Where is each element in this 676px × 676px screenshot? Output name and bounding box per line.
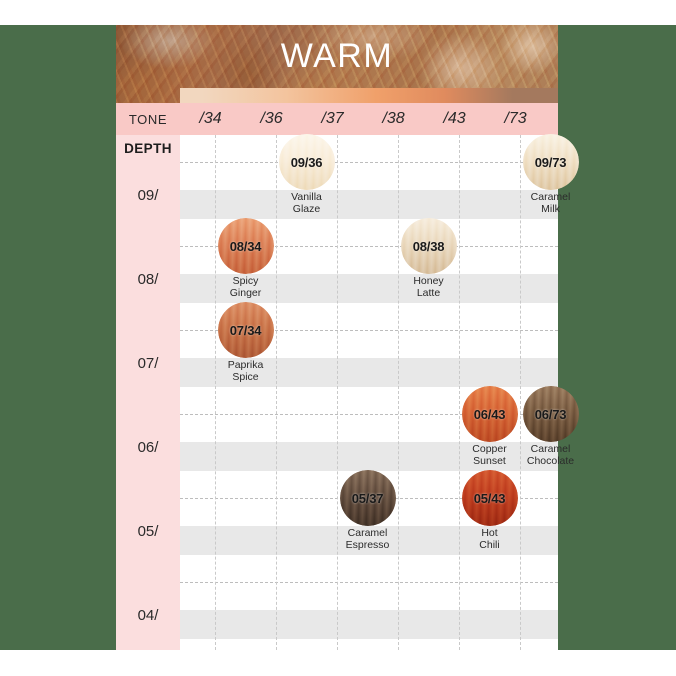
swatch-name-line2: Espresso bbox=[345, 538, 390, 551]
swatch-name-line2: Milk bbox=[541, 202, 560, 215]
swatch-name-line2: Sunset bbox=[473, 454, 506, 467]
grid-vline bbox=[337, 135, 338, 650]
hair-strand-texture bbox=[400, 218, 457, 274]
row-guideline bbox=[180, 582, 558, 583]
chart-panel: WARM TONE /34 /36 /37 /38 /43 /73 DEPTH … bbox=[116, 25, 579, 650]
grid-row-cells bbox=[180, 135, 558, 190]
shade-grid: 09/36 Vanilla Glaze 09/73 Caramel Milk 08/34 Sp… bbox=[180, 134, 579, 650]
grid-row-name-band bbox=[180, 610, 558, 639]
swatch-name-line1: Honey bbox=[413, 275, 444, 287]
swatch-code-label: 05/37 bbox=[351, 490, 384, 506]
depth-row-2[interactable]: 07/ bbox=[137, 355, 159, 372]
swatch-name-label: Spicy Ginger bbox=[196, 275, 296, 299]
swatch-code-label: 09/73 bbox=[534, 154, 567, 170]
hair-strand-texture bbox=[461, 386, 518, 442]
swatch-name-line2: Chocolate bbox=[526, 454, 575, 467]
grid-vline bbox=[398, 135, 399, 650]
depth-row-1[interactable]: 08/ bbox=[137, 271, 159, 288]
swatch-name-line1: Caramel bbox=[347, 527, 388, 539]
swatch-name-line2: Latte bbox=[416, 286, 441, 299]
row-guideline bbox=[180, 330, 558, 331]
swatch-name-line2: Chili bbox=[479, 538, 500, 551]
swatch-code-label: 08/38 bbox=[412, 238, 445, 254]
depth-row-4[interactable]: 05/ bbox=[137, 523, 159, 540]
tone-header-row: TONE /34 /36 /37 /38 /43 /73 bbox=[116, 103, 558, 135]
tone-column-5[interactable]: /73 bbox=[504, 110, 527, 127]
grid-row-04 bbox=[180, 555, 558, 639]
swatch-code-label: 08/34 bbox=[229, 238, 262, 254]
tone-gradient-strip bbox=[180, 88, 558, 103]
grid-vline bbox=[459, 135, 460, 650]
grid-row-09 bbox=[180, 135, 558, 219]
depth-row-5[interactable]: 04/ bbox=[137, 607, 159, 624]
depth-row-3[interactable]: 06/ bbox=[137, 439, 159, 456]
swatch-name-label: Honey Latte bbox=[379, 275, 479, 299]
swatch-name-label: Paprika Spice bbox=[196, 359, 296, 383]
swatch-name-label: Copper Sunset bbox=[440, 443, 540, 467]
grid-row-cells bbox=[180, 555, 558, 610]
shade-swatch-09-36[interactable]: 09/36 bbox=[278, 134, 335, 190]
tone-header-label: TONE bbox=[128, 111, 168, 127]
grid-row-name-band bbox=[180, 274, 558, 303]
hair-strand-texture bbox=[339, 470, 396, 526]
swatch-name-label: Caramel Espresso bbox=[318, 527, 418, 551]
shade-swatch-05-37[interactable]: 05/37 bbox=[339, 470, 396, 526]
swatch-name-line2: Spice bbox=[232, 370, 259, 383]
tone-column-2[interactable]: /37 bbox=[321, 110, 344, 127]
depth-column: DEPTH 09/ 08/ 07/ 06/ 05/ 04/ bbox=[116, 135, 180, 650]
grid-row-name-band bbox=[180, 358, 558, 387]
shade-swatch-07-34[interactable]: 07/34 bbox=[217, 302, 274, 358]
hair-strand-texture bbox=[522, 134, 579, 190]
swatch-code-label: 07/34 bbox=[229, 322, 262, 338]
depth-row-0[interactable]: 09/ bbox=[137, 187, 159, 204]
swatch-name-line2: Ginger bbox=[229, 286, 262, 299]
swatch-code-label: 06/73 bbox=[534, 406, 567, 422]
swatch-name-line1: Hot bbox=[481, 527, 498, 539]
swatch-name-line1: Copper bbox=[472, 443, 507, 455]
swatch-name-label: Caramel Chocolate bbox=[501, 443, 601, 467]
hair-strand-texture bbox=[217, 302, 274, 358]
shade-swatch-05-43[interactable]: 05/43 bbox=[461, 470, 518, 526]
grid-vline bbox=[520, 135, 521, 650]
shade-swatch-09-73[interactable]: 09/73 bbox=[522, 134, 579, 190]
grid-row-name-band bbox=[180, 526, 558, 555]
shade-swatch-06-73[interactable]: 06/73 bbox=[522, 386, 579, 442]
swatch-name-label: Hot Chili bbox=[440, 527, 540, 551]
grid-row-name-band bbox=[180, 442, 558, 471]
swatch-name-line1: Vanilla bbox=[291, 191, 322, 203]
row-guideline bbox=[180, 162, 558, 163]
swatch-name-line1: Caramel bbox=[530, 191, 571, 203]
row-guideline bbox=[180, 414, 558, 415]
tone-column-4[interactable]: /43 bbox=[443, 110, 466, 127]
hair-strand-texture bbox=[461, 470, 518, 526]
swatch-name-line1: Paprika bbox=[227, 359, 264, 371]
page-title: WARM bbox=[280, 37, 394, 75]
swatch-name-line1: Caramel bbox=[530, 443, 571, 455]
tone-column-1[interactable]: /36 bbox=[260, 110, 283, 127]
swatch-code-label: 05/43 bbox=[473, 490, 506, 506]
swatch-name-label: Caramel Milk bbox=[501, 191, 601, 215]
depth-header-label: DEPTH bbox=[124, 141, 172, 156]
grid-vline bbox=[276, 135, 277, 650]
hair-strand-texture bbox=[522, 386, 579, 442]
swatch-name-line1: Spicy bbox=[232, 275, 259, 287]
shade-swatch-06-43[interactable]: 06/43 bbox=[461, 386, 518, 442]
hair-strand-texture bbox=[278, 134, 335, 190]
shade-swatch-08-38[interactable]: 08/38 bbox=[400, 218, 457, 274]
swatch-name-line2: Glaze bbox=[292, 202, 321, 215]
grid-row-name-band bbox=[180, 190, 558, 219]
row-guideline bbox=[180, 246, 558, 247]
tone-column-0[interactable]: /34 bbox=[199, 110, 222, 127]
hair-strand-texture bbox=[217, 218, 274, 274]
tone-column-3[interactable]: /38 bbox=[382, 110, 405, 127]
swatch-name-label: Vanilla Glaze bbox=[257, 191, 357, 215]
swatch-code-label: 09/36 bbox=[290, 154, 323, 170]
grid-vline bbox=[215, 135, 216, 650]
shade-swatch-08-34[interactable]: 08/34 bbox=[217, 218, 274, 274]
swatch-code-label: 06/43 bbox=[473, 406, 506, 422]
